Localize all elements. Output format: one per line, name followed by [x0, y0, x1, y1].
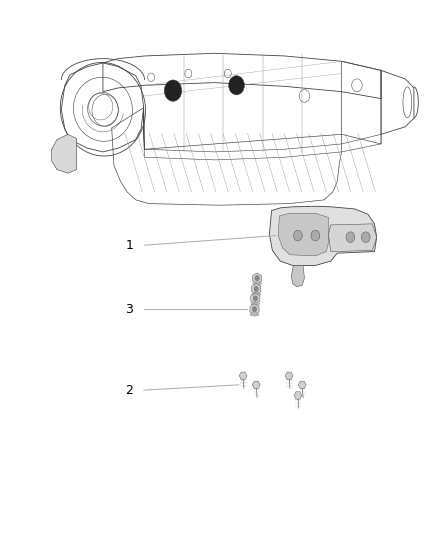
Polygon shape: [328, 224, 377, 252]
Polygon shape: [251, 293, 260, 304]
Polygon shape: [269, 206, 377, 265]
Circle shape: [346, 232, 355, 243]
Text: 2: 2: [125, 384, 133, 397]
Circle shape: [255, 276, 259, 281]
Polygon shape: [291, 265, 304, 287]
Circle shape: [254, 286, 258, 292]
Circle shape: [311, 230, 320, 241]
Polygon shape: [278, 213, 328, 256]
Ellipse shape: [253, 282, 261, 285]
Polygon shape: [252, 381, 260, 389]
Circle shape: [361, 232, 370, 243]
Text: 1: 1: [125, 239, 133, 252]
Polygon shape: [52, 134, 77, 173]
Polygon shape: [239, 372, 247, 379]
Circle shape: [252, 306, 257, 312]
Polygon shape: [253, 273, 261, 284]
Ellipse shape: [251, 302, 260, 305]
Polygon shape: [294, 392, 302, 399]
Polygon shape: [252, 284, 261, 294]
Polygon shape: [298, 381, 306, 389]
Circle shape: [229, 76, 244, 95]
Polygon shape: [250, 304, 259, 314]
Circle shape: [164, 80, 182, 101]
Polygon shape: [285, 372, 293, 379]
Text: 3: 3: [125, 303, 133, 316]
Circle shape: [253, 296, 258, 301]
Ellipse shape: [252, 293, 261, 296]
Ellipse shape: [250, 313, 259, 316]
Circle shape: [293, 230, 302, 241]
